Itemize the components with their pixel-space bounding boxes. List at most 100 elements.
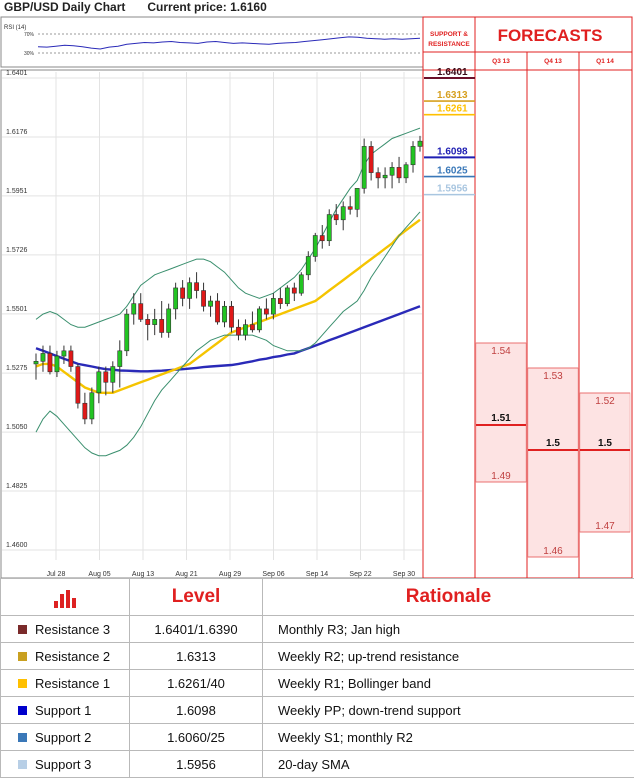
- level-color-swatch: [18, 678, 27, 688]
- y-tick-label: 1.4825: [6, 483, 28, 490]
- level-color-swatch: [18, 759, 27, 769]
- candle-body: [347, 206, 353, 210]
- forecast-range-box: [579, 392, 631, 533]
- sr-level-label: 1.6401: [437, 67, 468, 78]
- y-tick-label: 1.6401: [6, 70, 28, 77]
- rsi-line: [37, 36, 421, 50]
- forecast-range-box: [475, 342, 527, 483]
- level-value-cell: 1.6261/40: [129, 669, 263, 697]
- table-header-icon-cell: [0, 578, 130, 616]
- level-value-cell: 1.6060/25: [129, 723, 263, 751]
- table-header-rationale: Rationale: [262, 578, 634, 616]
- candle-body: [68, 350, 74, 367]
- indicator-series-line: [35, 127, 421, 328]
- candle-body: [270, 298, 276, 315]
- y-tick-label: 1.5275: [6, 365, 28, 372]
- candle-body: [312, 235, 318, 257]
- candle-body: [382, 174, 388, 179]
- level-name: Resistance 1: [35, 675, 111, 691]
- forecast-high-label: 1.54: [491, 346, 511, 357]
- candle-body: [208, 300, 213, 307]
- level-name-cell: Support 2: [0, 723, 130, 751]
- side-panel: SUPPORT & RESISTANCE FORECASTS Q3 13 Q4 …: [422, 16, 633, 578]
- rsi-panel: RSI (14) 70% 30%: [0, 16, 424, 68]
- candle-body: [361, 146, 367, 189]
- level-color-swatch: [18, 651, 27, 661]
- y-tick-label: 1.4600: [6, 542, 28, 549]
- candle-body: [215, 300, 220, 323]
- chart-title-text: GBP/USD Daily Chart: [4, 0, 126, 14]
- candle-body: [124, 313, 130, 352]
- candle-body: [340, 206, 346, 221]
- candle-body: [319, 235, 325, 242]
- candle-body: [117, 350, 123, 367]
- y-tick-label: 1.5050: [6, 424, 28, 431]
- levels-table: Level Rationale Resistance 3 1.6401/1.639…: [0, 578, 634, 778]
- candle-body: [33, 361, 39, 365]
- level-name: Resistance 3: [35, 621, 111, 637]
- candle-body: [236, 326, 241, 336]
- candle-body: [61, 350, 67, 357]
- bar-chart-icon: [1, 586, 129, 608]
- indicator-series-line: [35, 305, 421, 373]
- candle-body: [375, 172, 381, 179]
- level-color-swatch: [18, 705, 27, 715]
- forecast-low-label: 1.46: [543, 546, 563, 557]
- x-tick-label: Aug 13: [132, 571, 154, 578]
- forecast-mid-label: 1.5: [598, 438, 612, 449]
- forecast-low-label: 1.49: [491, 471, 511, 482]
- current-price-label: Current price:: [147, 0, 227, 14]
- candle-body: [354, 188, 360, 210]
- x-tick-label: Aug 29: [219, 571, 241, 578]
- level-name-cell: Resistance 2: [0, 642, 130, 670]
- y-tick-label: 1.6176: [6, 129, 28, 136]
- table-row: Support 1 1.6098 Weekly PP; down-trend sup…: [0, 696, 634, 724]
- candle-body: [368, 146, 374, 173]
- x-axis-ticks: Jul 28 Aug 05 Aug 13 Aug 21 Aug 29 Sep 06 Sep …: [47, 571, 416, 578]
- level-color-swatch: [18, 732, 27, 742]
- candle-body: [243, 324, 248, 336]
- candle-body: [201, 290, 206, 307]
- forecast-mid-label: 1.5: [546, 438, 560, 449]
- quarter-q3-13: Q3 13: [492, 58, 510, 65]
- level-value-cell: 1.6098: [129, 696, 263, 724]
- candle-body: [194, 282, 199, 291]
- forecasts-header: FORECASTS: [498, 26, 603, 45]
- level-name: Support 3: [35, 756, 92, 772]
- indicator-series-line: [35, 211, 421, 457]
- level-color-swatch: [18, 624, 27, 634]
- candle-body: [138, 303, 144, 320]
- level-name: Support 2: [35, 729, 92, 745]
- x-tick-label: Sep 30: [393, 571, 415, 578]
- rsi-label: RSI (14): [4, 25, 26, 31]
- candle-body: [250, 324, 255, 331]
- level-value-cell: 1.6401/1.6390: [129, 615, 263, 643]
- level-name-cell: Resistance 3: [0, 615, 130, 643]
- level-name-cell: Resistance 1: [0, 669, 130, 697]
- candle-body: [180, 287, 186, 299]
- table-row: Support 2 1.6060/25 Weekly S1; monthly R2: [0, 723, 634, 751]
- level-value-cell: 1.6313: [129, 642, 263, 670]
- sr-level-label: 1.6025: [437, 166, 468, 177]
- level-name-cell: Support 1: [0, 696, 130, 724]
- candle-body: [410, 146, 416, 166]
- candle-body: [159, 319, 165, 333]
- x-tick-label: Sep 14: [306, 571, 328, 578]
- candle-body: [152, 319, 158, 325]
- sr-level-label: 1.6313: [437, 90, 468, 101]
- candle-body: [333, 214, 339, 221]
- x-tick-label: Aug 21: [175, 571, 197, 578]
- candle-body: [96, 371, 102, 394]
- candle-body: [291, 287, 297, 294]
- candle-body: [284, 287, 290, 304]
- candle-body: [277, 298, 283, 304]
- table-row: Support 3 1.5956 20-day SMA: [0, 750, 634, 778]
- y-tick-label: 1.5951: [6, 188, 28, 195]
- level-name: Resistance 2: [35, 648, 111, 664]
- sr-level-label: 1.6098: [437, 146, 468, 157]
- forecast-mid-label: 1.51: [491, 413, 511, 424]
- candle-body: [187, 282, 192, 299]
- candle-body: [229, 305, 234, 328]
- candle-body: [257, 308, 262, 331]
- support-resistance-levels: 1.6401 1.6313 1.6261 1.6098 1.6025 1.5956: [424, 67, 475, 196]
